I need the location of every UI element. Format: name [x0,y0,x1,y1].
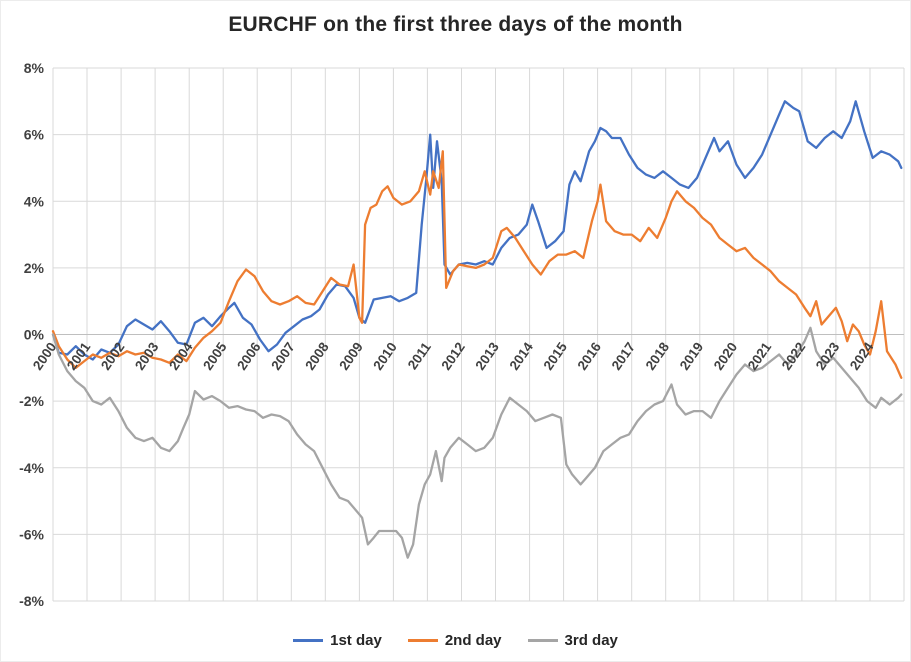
x-tick-label: 2016 [575,339,605,373]
x-tick-label: 2014 [507,339,537,373]
x-tick-label: 2002 [98,340,128,373]
legend-label-3rd-day: 3rd day [564,632,618,649]
x-tick-label: 2010 [370,340,400,373]
x-tick-label: 2006 [234,339,264,373]
x-tick-label: 2015 [541,339,571,373]
x-tick-label: 2012 [438,340,468,373]
x-tick-label: 2003 [132,339,162,373]
x-tick-label: 2022 [779,340,809,373]
x-tick-label: 2017 [609,340,639,373]
x-tick-label: 2013 [472,339,502,373]
x-tick-label: 2023 [813,339,843,373]
chart-legend: 1st day 2nd day 3rd day [1,632,910,649]
y-tick-label: -2% [19,393,44,409]
series-line-2nd-day [51,150,903,379]
legend-label-2nd-day: 2nd day [444,632,502,649]
x-tick-label: 2018 [643,339,673,373]
x-tick-label: 2009 [336,340,366,373]
legend-item-1st-day: 1st day [293,632,382,649]
x-tick-label: 2005 [200,339,230,373]
x-tick-label: 2020 [711,340,741,373]
y-tick-label: -4% [19,460,44,476]
legend-line-swatch-3rd-day [527,639,558,642]
legend-item-2nd-day: 2nd day [407,632,502,649]
x-tick-label: 2004 [166,339,196,373]
legend-item-3rd-day: 3rd day [527,632,618,649]
y-tick-label: 6% [24,127,45,143]
y-tick-label: 0% [24,327,45,343]
x-tick-label: 2011 [405,339,434,372]
x-tick-label: 2019 [677,340,707,373]
y-tick-label: 8% [24,60,45,76]
x-tick-label: 2008 [302,339,332,373]
legend-line-swatch-2nd-day [407,639,438,642]
y-tick-label: -8% [19,593,44,609]
y-tick-label: 4% [24,193,45,209]
x-tick-label: 2021 [745,339,775,373]
legend-line-swatch-1st-day [293,639,324,642]
y-tick-label: -6% [19,526,44,542]
legend-label-1st-day: 1st day [330,632,382,649]
chart-title: EURCHF on the first three days of the mo… [228,13,683,36]
series-line-1st-day [51,100,903,361]
y-tick-label: 2% [24,260,45,276]
x-tick-label: 2007 [268,340,298,373]
series-line-3rd-day [51,326,903,559]
